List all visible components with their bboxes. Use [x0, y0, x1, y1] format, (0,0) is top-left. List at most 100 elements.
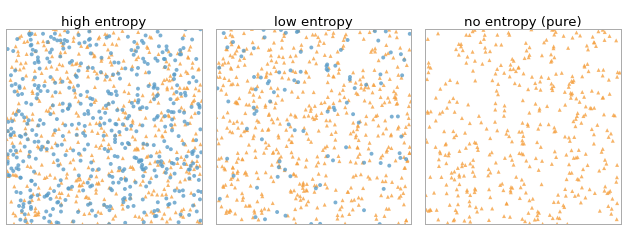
Point — [53, 144, 63, 148]
Point — [16, 199, 26, 202]
Point — [448, 218, 458, 222]
Point — [160, 125, 170, 129]
Point — [33, 41, 43, 45]
Point — [320, 182, 330, 186]
Point — [61, 149, 71, 152]
Point — [298, 183, 308, 186]
Point — [472, 210, 482, 213]
Point — [561, 194, 571, 198]
Point — [179, 34, 189, 38]
Point — [159, 212, 169, 216]
Point — [49, 189, 59, 193]
Point — [458, 49, 468, 53]
Point — [63, 193, 73, 197]
Point — [460, 164, 470, 167]
Point — [506, 191, 516, 194]
Point — [176, 165, 186, 169]
Point — [179, 142, 189, 146]
Point — [252, 85, 262, 89]
Point — [508, 60, 519, 63]
Point — [191, 139, 201, 142]
Point — [178, 189, 188, 192]
Point — [491, 161, 501, 165]
Point — [525, 54, 535, 57]
Point — [381, 207, 391, 211]
Point — [72, 127, 82, 131]
Point — [34, 61, 44, 65]
Point — [283, 214, 293, 217]
Point — [56, 41, 66, 45]
Point — [83, 65, 93, 69]
Point — [43, 141, 53, 144]
Point — [293, 30, 303, 34]
Point — [310, 184, 320, 187]
Point — [80, 41, 90, 45]
Point — [143, 63, 153, 66]
Point — [216, 205, 226, 208]
Point — [43, 90, 53, 93]
Point — [176, 93, 186, 96]
Point — [602, 129, 612, 132]
Point — [547, 162, 557, 166]
Point — [189, 94, 199, 98]
Point — [46, 65, 56, 69]
Point — [140, 35, 150, 38]
Point — [24, 153, 34, 156]
Point — [6, 200, 16, 204]
Point — [448, 130, 458, 133]
Point — [345, 132, 356, 136]
Point — [342, 190, 352, 194]
Point — [384, 164, 394, 168]
Point — [178, 194, 188, 198]
Point — [598, 96, 608, 100]
Point — [218, 57, 228, 61]
Point — [533, 210, 543, 213]
Point — [35, 119, 45, 123]
Point — [298, 130, 308, 133]
Point — [369, 29, 379, 33]
Point — [191, 132, 201, 136]
Point — [232, 198, 242, 202]
Point — [97, 60, 107, 63]
Point — [391, 103, 401, 106]
Point — [91, 99, 101, 102]
Point — [73, 100, 83, 104]
Point — [110, 134, 120, 137]
Point — [369, 83, 379, 87]
Point — [88, 98, 98, 101]
Point — [21, 133, 31, 137]
Point — [345, 160, 356, 164]
Point — [250, 107, 260, 111]
Point — [577, 186, 587, 189]
Point — [246, 52, 256, 56]
Point — [25, 200, 35, 204]
Point — [298, 186, 308, 190]
Point — [238, 158, 248, 161]
Point — [16, 135, 26, 139]
Point — [347, 199, 357, 202]
Point — [58, 102, 68, 106]
Point — [11, 59, 21, 63]
Point — [187, 62, 198, 65]
Point — [330, 123, 340, 127]
Point — [195, 220, 205, 224]
Point — [567, 171, 577, 175]
Point — [485, 59, 495, 63]
Point — [525, 46, 535, 50]
Point — [552, 222, 562, 226]
Point — [399, 57, 409, 61]
Point — [49, 28, 59, 32]
Point — [184, 49, 194, 52]
Point — [15, 68, 25, 72]
Point — [61, 176, 71, 180]
Point — [355, 120, 365, 123]
Point — [271, 61, 282, 64]
Point — [55, 196, 65, 199]
Point — [346, 186, 356, 190]
Point — [217, 136, 227, 140]
Point — [274, 71, 284, 75]
Point — [230, 52, 240, 56]
Point — [296, 48, 306, 52]
Point — [422, 78, 432, 82]
Point — [30, 210, 40, 213]
